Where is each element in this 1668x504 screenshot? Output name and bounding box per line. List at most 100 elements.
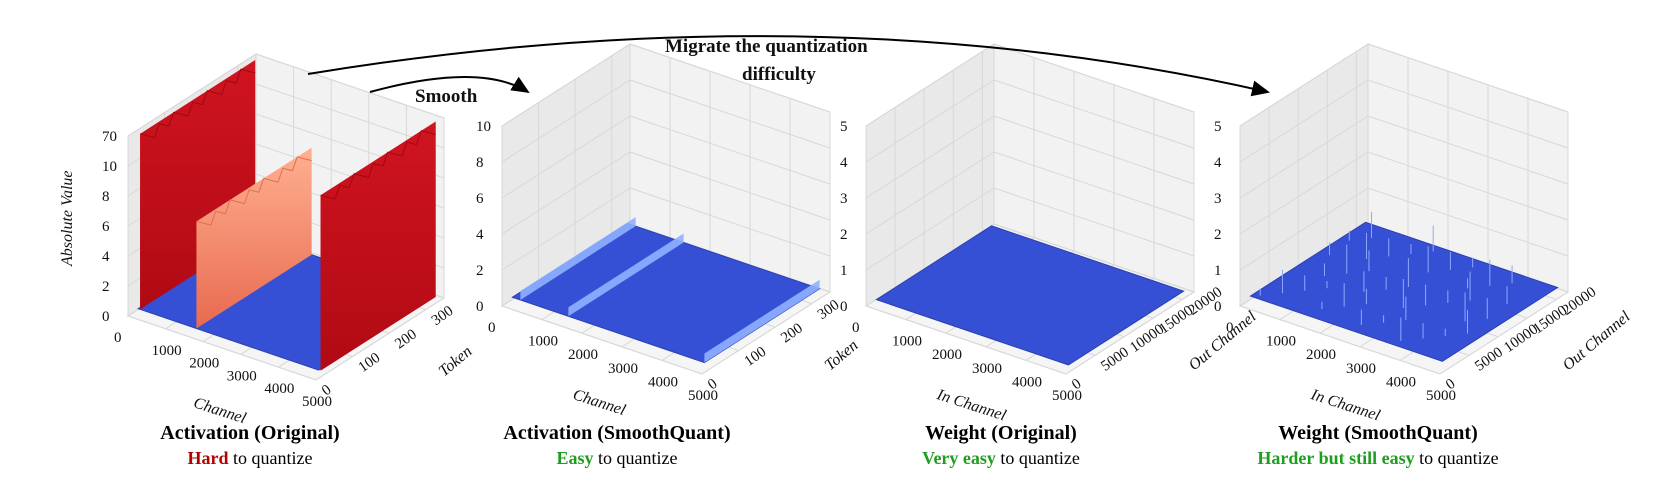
caption-weight-original: Weight (Original) Very easy to quantize <box>821 420 1181 470</box>
y-tick-label: 100 <box>356 350 384 376</box>
x-tick-label: 3000 <box>608 361 638 377</box>
x-tick-label: 0 <box>852 320 860 336</box>
x-tick-label: 1000 <box>528 334 558 350</box>
x-tick-label: 4000 <box>1012 374 1042 390</box>
grid-line <box>1239 126 1441 375</box>
x-tick-label: 3000 <box>227 368 257 384</box>
y-tick-label: 100 <box>742 344 770 370</box>
outlier-ridge <box>196 147 312 329</box>
x-tick-label: 4000 <box>1386 374 1416 390</box>
x-tick-label: 5000 <box>302 394 332 410</box>
z-axis-label: Absolute Value <box>59 170 76 267</box>
x-tick-label: 3000 <box>1346 361 1376 377</box>
panel-title: Activation (Original) <box>160 422 340 444</box>
difficulty-rest: to quantize <box>995 448 1080 468</box>
panel-subtitle: Easy to quantize <box>437 446 797 470</box>
surface-base <box>1249 221 1559 362</box>
z-tick-label: 2 <box>476 263 484 279</box>
z-tick-label: 0 <box>1214 299 1222 315</box>
x-tick-label: 5000 <box>1426 388 1456 404</box>
grid-line <box>501 126 703 375</box>
x-tick-label: 1000 <box>892 334 922 350</box>
panel-subtitle: Very easy to quantize <box>821 446 1181 470</box>
smooth-label: Smooth <box>415 86 478 107</box>
grid-line <box>1065 112 1195 375</box>
z-tick-label: 4 <box>476 227 484 243</box>
z-tick-label: 0 <box>476 299 484 315</box>
migrate-label-line2: difficulty <box>742 64 816 85</box>
y-axis-label: Token <box>822 337 862 374</box>
grid-line <box>315 118 445 381</box>
z-tick-label: 4 <box>840 155 848 171</box>
y-tick-label: 200 <box>392 326 420 352</box>
x-axis-label: Channel <box>571 386 628 419</box>
x-tick-label: 2000 <box>932 347 962 363</box>
panel-title: Activation (SmoothQuant) <box>503 422 731 444</box>
ridge-edge <box>196 156 312 226</box>
z-tick-label: 3 <box>840 191 848 207</box>
x-tick-label: 4000 <box>264 381 294 397</box>
smooth-arrow <box>369 76 530 94</box>
ridge-edge <box>320 130 436 200</box>
z-tick-label: 4 <box>102 249 110 265</box>
z-tick-label: 10 <box>476 119 491 135</box>
x-tick-label: 2000 <box>189 356 219 372</box>
caption-weight-smoothquant: Weight (SmoothQuant) Harder but still ea… <box>1198 420 1558 470</box>
outlier-ridge <box>320 121 436 371</box>
difficulty-rest: to quantize <box>228 448 313 468</box>
y-tick-label: 200 <box>778 320 806 346</box>
caption-activation-original: Activation (Original) Hard to quantize <box>70 420 430 470</box>
z-tick-label: 6 <box>476 191 484 207</box>
z-tick-label: 0 <box>102 309 110 325</box>
panel-title: Weight (SmoothQuant) <box>1278 422 1478 444</box>
grid-line <box>1439 112 1569 375</box>
grid-line <box>127 136 317 381</box>
y-tick-label: 300 <box>815 297 843 323</box>
x-tick-label: 0 <box>1226 320 1234 336</box>
chart-panel-2: 01000200030004000500001002003000246810Ch… <box>476 43 862 419</box>
migrate-label-line1: Migrate the quantization <box>665 36 868 57</box>
panel-subtitle: Harder but still easy to quantize <box>1198 446 1558 470</box>
z-tick-label: 6 <box>102 219 110 235</box>
chart-panel-4: 0100020003000400050000500010000150002000… <box>1214 43 1634 425</box>
z-tick-label: 8 <box>476 155 484 171</box>
surface-base <box>875 225 1185 366</box>
outlier-ridge <box>520 217 636 300</box>
difficulty-highlight: Hard <box>187 448 229 468</box>
x-tick-label: 0 <box>114 330 122 346</box>
difficulty-rest: to quantize <box>1414 448 1499 468</box>
z-tick-label: 5 <box>840 119 848 135</box>
migrate-arrow <box>307 35 1270 97</box>
outlier-ridge <box>704 279 820 363</box>
z-tick-label: 4 <box>1214 155 1222 171</box>
grid-line <box>865 126 1067 375</box>
z-tick-label: 2 <box>102 279 110 295</box>
x-axis-label: In Channel <box>934 386 1009 425</box>
z-tick-label: 1 <box>1214 263 1222 279</box>
z-tick-label: 0 <box>840 299 848 315</box>
difficulty-highlight: Very easy <box>922 448 996 468</box>
x-tick-label: 1000 <box>1266 334 1296 350</box>
grid-line <box>701 112 831 375</box>
panel-title: Weight (Original) <box>925 422 1077 444</box>
x-tick-label: 5000 <box>688 388 718 404</box>
z-tick-label: 70 <box>102 129 117 145</box>
outlier-ridge <box>568 233 684 317</box>
x-tick-label: 2000 <box>1306 347 1336 363</box>
z-tick-label: 5 <box>1214 119 1222 135</box>
caption-activation-smoothquant: Activation (SmoothQuant) Easy to quantiz… <box>437 420 797 470</box>
x-tick-label: 5000 <box>1052 388 1082 404</box>
z-tick-label: 8 <box>102 189 110 205</box>
ridge-edge <box>139 68 256 139</box>
chart-panel-3: 0100020003000400050000500010000150002000… <box>840 43 1260 425</box>
x-tick-label: 4000 <box>648 374 678 390</box>
panel-subtitle: Hard to quantize <box>70 446 430 470</box>
x-tick-label: 3000 <box>972 361 1002 377</box>
x-tick-label: 2000 <box>568 347 598 363</box>
y-axis-label: Token <box>436 343 476 380</box>
difficulty-highlight: Harder but still easy <box>1257 448 1415 468</box>
z-tick-label: 2 <box>840 227 848 243</box>
x-axis-label: In Channel <box>1308 386 1383 425</box>
y-axis-label: Out Channel <box>1560 308 1634 374</box>
